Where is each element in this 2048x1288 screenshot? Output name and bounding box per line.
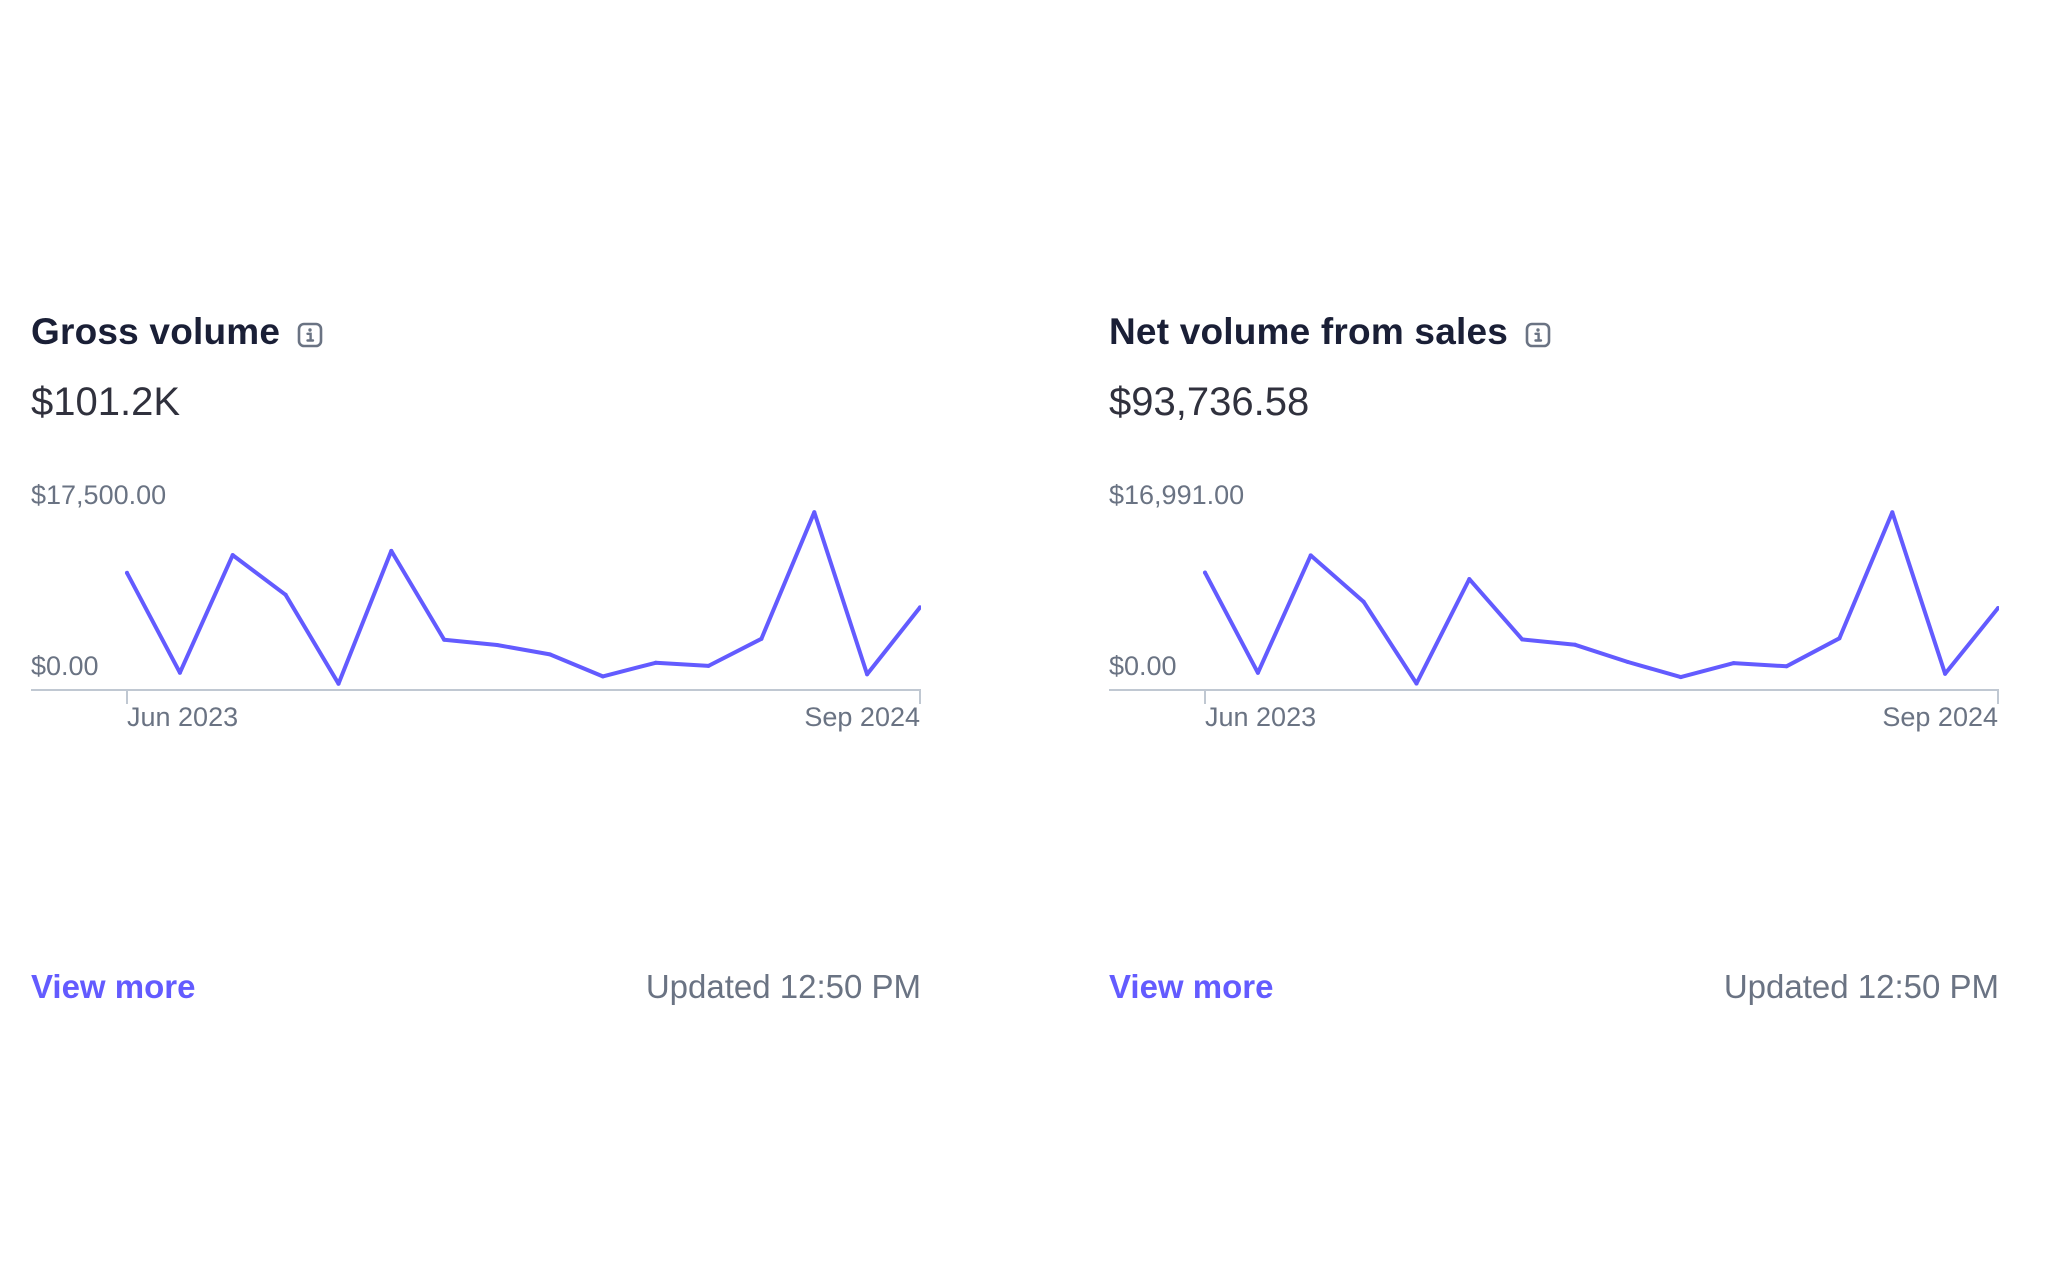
card-title-row: Gross volume xyxy=(31,310,324,354)
data-point-6 xyxy=(442,637,447,642)
gross-volume-card: Gross volume $101.2K $17,500.00 $0.00 Ju… xyxy=(31,300,921,1020)
y-axis-max-label: $16,991.00 xyxy=(1109,480,1244,510)
series-marks xyxy=(1203,510,1999,686)
y-axis-min-label: $0.00 xyxy=(1109,651,1177,681)
data-point-6 xyxy=(1520,637,1525,642)
data-point-15 xyxy=(918,605,921,610)
gross-volume-value: $101.2K xyxy=(31,380,181,424)
data-point-10 xyxy=(1731,661,1736,666)
y-axis-max-label: $17,500.00 xyxy=(31,480,166,510)
data-point-0 xyxy=(125,570,129,575)
net-volume-card: Net volume from sales $93,736.58 $16,991… xyxy=(1109,300,1999,1020)
data-point-14 xyxy=(1943,671,1948,676)
info-icon[interactable] xyxy=(296,321,324,349)
data-point-5 xyxy=(1467,577,1472,582)
data-point-14 xyxy=(865,672,870,677)
data-point-15 xyxy=(1996,606,1999,611)
view-more-link[interactable]: View more xyxy=(31,968,196,1005)
data-point-7 xyxy=(495,643,500,647)
x-axis-start-label: Jun 2023 xyxy=(127,702,238,732)
data-point-13 xyxy=(812,510,817,515)
data-point-12 xyxy=(1837,636,1842,641)
view-more-link[interactable]: View more xyxy=(1109,968,1274,1005)
x-axis-end-label: Sep 2024 xyxy=(804,702,920,732)
data-point-7 xyxy=(1573,642,1578,647)
series-line xyxy=(1203,510,1999,686)
data-point-3 xyxy=(1361,599,1366,604)
updated-timestamp: Updated 12:50 PM xyxy=(1723,968,1999,1005)
net-volume-chart: $16,991.00 $0.00 Jun 2023 Sep 2024 xyxy=(1109,480,1999,732)
gross-volume-chart: $17,500.00 $0.00 Jun 2023 Sep 2024 xyxy=(31,480,921,732)
data-point-4 xyxy=(336,681,341,686)
data-point-8 xyxy=(1625,660,1630,664)
card-title: Net volume from sales xyxy=(1109,311,1509,352)
data-point-4 xyxy=(1414,681,1419,686)
data-point-2 xyxy=(230,553,235,558)
data-point-9 xyxy=(600,674,605,679)
series-marks xyxy=(125,510,921,686)
series-line xyxy=(125,510,921,686)
data-point-11 xyxy=(706,663,711,668)
data-point-8 xyxy=(547,652,552,657)
info-icon[interactable] xyxy=(1524,321,1552,349)
net-volume-value: $93,736.58 xyxy=(1109,380,1310,424)
data-point-12 xyxy=(759,636,764,641)
data-point-1 xyxy=(177,670,182,675)
x-axis-start-label: Jun 2023 xyxy=(1205,702,1316,732)
data-point-11 xyxy=(1784,664,1789,669)
data-point-9 xyxy=(1678,675,1683,680)
data-point-0 xyxy=(1203,570,1207,575)
data-point-5 xyxy=(389,548,394,553)
data-point-1 xyxy=(1255,670,1260,675)
data-point-2 xyxy=(1308,553,1313,558)
card-title: Gross volume xyxy=(31,311,281,352)
x-axis-end-label: Sep 2024 xyxy=(1882,702,1998,732)
card-title-row: Net volume from sales xyxy=(1109,310,1552,354)
updated-timestamp: Updated 12:50 PM xyxy=(645,968,921,1005)
data-point-10 xyxy=(653,660,658,665)
data-point-3 xyxy=(283,592,288,597)
data-point-13 xyxy=(1890,510,1895,515)
y-axis-min-label: $0.00 xyxy=(31,651,99,681)
